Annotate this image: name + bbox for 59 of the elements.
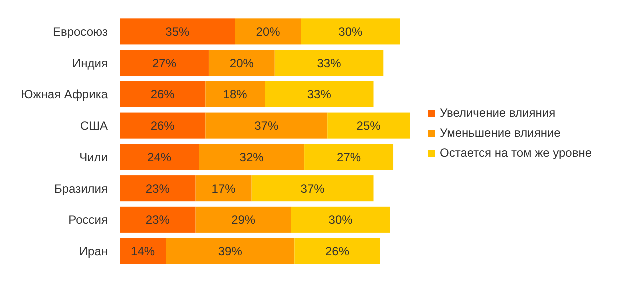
data-label: 18%: [223, 88, 248, 102]
data-label: 23%: [146, 182, 170, 196]
bar: [120, 18, 236, 45]
data-label: 27%: [337, 150, 362, 164]
data-label: 24%: [148, 150, 172, 164]
bar: [304, 144, 394, 170]
bar: [294, 238, 380, 264]
data-label: 35%: [166, 24, 190, 39]
legend-label: Остается на том же уровне: [440, 146, 592, 160]
bar: [120, 112, 206, 139]
bar: [120, 144, 200, 170]
legend-label: Уменьшение влияние: [440, 126, 562, 140]
data-label: 37%: [300, 182, 326, 196]
bar: [301, 18, 400, 45]
bar: [274, 50, 384, 76]
data-label: 25%: [356, 119, 382, 134]
bar: [120, 176, 196, 202]
data-label: 20%: [256, 24, 281, 39]
data-label: 26%: [325, 244, 350, 259]
bar: [208, 50, 275, 76]
bar: [252, 176, 374, 202]
bar: [120, 206, 196, 233]
data-label: 30%: [338, 24, 364, 39]
data-label: 30%: [328, 213, 354, 228]
data-label: 20%: [230, 56, 254, 70]
y-tick-label: Иран: [79, 244, 108, 259]
data-label: 27%: [152, 56, 177, 70]
bar: [235, 18, 302, 45]
y-tick-label: Южная Африка: [21, 88, 108, 102]
data-label: 33%: [317, 56, 342, 70]
bar: [265, 81, 374, 108]
bar: [199, 144, 305, 170]
data-label: 37%: [254, 119, 279, 134]
data-label: 23%: [146, 213, 170, 228]
data-label: 26%: [150, 119, 176, 134]
data-label: 32%: [240, 150, 264, 164]
y-tick-label: Чили: [80, 150, 108, 164]
bar: [120, 50, 209, 76]
data-label: 14%: [131, 244, 156, 259]
bar: [328, 112, 410, 139]
y-tick-label: Евросоюз: [52, 24, 108, 39]
data-label: 39%: [218, 244, 243, 259]
bar: [291, 206, 390, 233]
bar: [120, 81, 206, 108]
data-label: 29%: [232, 213, 256, 228]
y-tick-label: Индия: [72, 56, 108, 70]
data-label: 33%: [307, 88, 332, 102]
y-tick-label: Бразилия: [54, 182, 108, 196]
legend-label: Увеличение влияния: [440, 106, 556, 120]
bar: [196, 206, 292, 233]
y-tick-label: США: [80, 119, 108, 134]
bar: [120, 238, 166, 264]
bar: [206, 81, 265, 108]
bar: [166, 238, 295, 264]
data-label: 26%: [150, 88, 176, 102]
y-tick-label: Россия: [68, 213, 108, 228]
bar: [196, 176, 252, 202]
data-label: 17%: [212, 182, 236, 196]
bar: [206, 112, 328, 139]
